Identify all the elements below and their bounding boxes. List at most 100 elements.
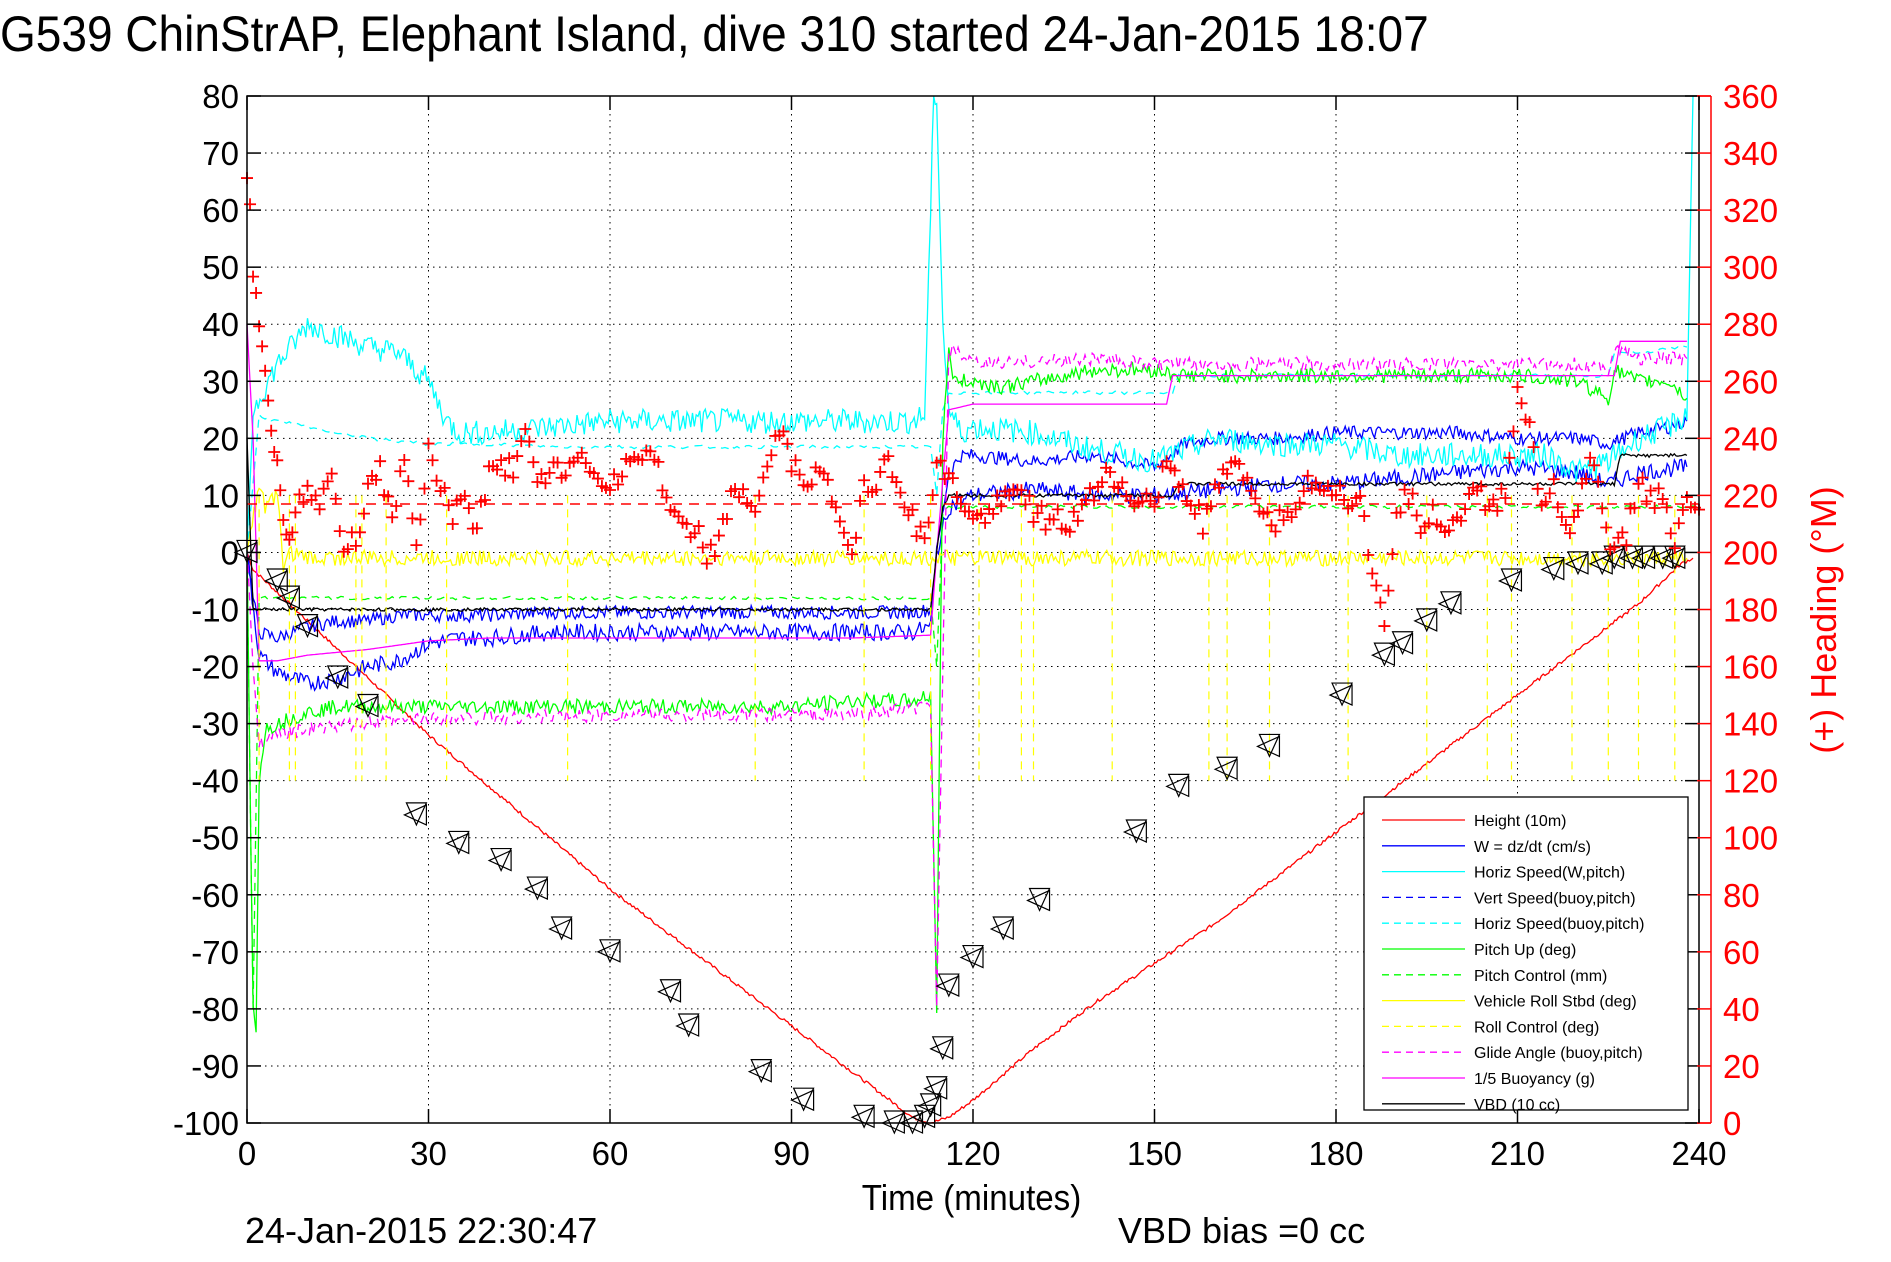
heading-point <box>1483 500 1496 513</box>
heading-point <box>527 456 540 469</box>
legend-label: Pitch Control (mm) <box>1474 968 1607 985</box>
depth-marker <box>1413 609 1438 632</box>
heading-point <box>1213 481 1226 494</box>
depth-marker <box>447 830 470 855</box>
legend-label: Pitch Up (deg) <box>1474 942 1576 959</box>
depth-marker <box>550 916 573 941</box>
heading-point <box>1152 491 1165 504</box>
heading-point <box>846 548 858 561</box>
left-y-ticks: -100-90-80-70-60-50-40-30-20-10010203040… <box>173 78 1699 1142</box>
x-ticks: 0 30 60 90 120 150 180 210 240 <box>238 96 1727 1172</box>
heading-point <box>1233 457 1246 470</box>
heading-point <box>362 477 374 490</box>
heading-point <box>1567 510 1580 523</box>
heading-point <box>906 503 919 516</box>
depth-marker <box>1621 545 1644 570</box>
y-tick-label: -60 <box>191 877 239 914</box>
heading-point <box>390 500 403 513</box>
heading-point <box>1088 494 1100 507</box>
depth-marker <box>931 1036 954 1061</box>
heading-point <box>688 527 701 540</box>
heading-point <box>604 484 616 497</box>
heading-point <box>894 486 907 499</box>
heading-point <box>1398 483 1411 496</box>
heading-point <box>1491 504 1504 517</box>
depth-marker <box>405 802 428 827</box>
right-y-tick-label: 200 <box>1723 534 1778 571</box>
heading-point <box>442 499 455 512</box>
heading-point <box>438 481 451 494</box>
heading-point <box>1402 498 1415 511</box>
heading-point <box>274 484 287 497</box>
heading-point <box>616 470 629 483</box>
right-y-tick-label: 160 <box>1723 649 1778 686</box>
y-tick-label: -80 <box>191 991 239 1028</box>
heading-point <box>950 491 963 504</box>
heading-point <box>829 501 842 514</box>
right-y-tick-label: 100 <box>1723 820 1778 857</box>
depth-marker <box>989 918 1014 940</box>
depth-marker <box>354 695 379 718</box>
heading-point <box>1265 519 1278 532</box>
heading-markers <box>241 172 1705 633</box>
heading-point <box>1580 472 1593 485</box>
heading-point <box>934 454 947 467</box>
depth-marker <box>487 849 512 872</box>
heading-point <box>987 507 1000 520</box>
heading-point <box>507 471 520 484</box>
depth-marker <box>402 803 427 826</box>
heading-point <box>1680 491 1693 504</box>
heading-point <box>854 494 867 507</box>
heading-point <box>1559 518 1572 531</box>
depth-marker <box>959 946 984 969</box>
heading-point <box>478 494 491 507</box>
depth-marker <box>548 918 573 940</box>
heading-point <box>1273 504 1286 517</box>
heading-point <box>1374 596 1387 609</box>
heading-point <box>1196 527 1209 540</box>
heading-point <box>1455 514 1468 527</box>
heading-point <box>789 454 802 467</box>
heading-point <box>1378 620 1391 633</box>
heading-point <box>1511 380 1524 393</box>
depth-marker <box>923 1077 948 1100</box>
heading-point <box>1261 506 1274 519</box>
right-y-tick-label: 360 <box>1723 78 1778 115</box>
heading-point <box>979 516 992 529</box>
heading-point <box>1555 511 1568 524</box>
depth-marker <box>1331 682 1353 707</box>
heading-point <box>1572 504 1584 517</box>
heading-point <box>253 320 266 333</box>
depth-marker <box>1500 568 1523 593</box>
heading-point <box>309 489 322 502</box>
heading-point <box>1531 482 1544 495</box>
series-glide-angle <box>246 341 1688 1007</box>
depth-marker <box>919 1093 942 1118</box>
depth-marker <box>659 979 682 1004</box>
heading-point <box>1600 521 1613 534</box>
heading-point <box>1035 499 1048 512</box>
heading-point <box>1338 493 1351 506</box>
right-y-tick-label: 340 <box>1723 135 1778 172</box>
heading-point <box>1592 475 1605 488</box>
y-tick-label: -40 <box>191 763 239 800</box>
right-y-axis-label: (+) Heading (°M) <box>1803 486 1844 753</box>
heading-point <box>247 270 260 283</box>
depth-marker <box>1256 735 1281 758</box>
depth-marker <box>675 1015 700 1037</box>
heading-point <box>1503 451 1516 464</box>
heading-point <box>280 528 293 541</box>
depth-marker <box>750 1059 773 1084</box>
heading-point <box>1442 524 1455 537</box>
heading-point <box>559 469 572 482</box>
series-vbd-10-cc <box>246 437 1688 613</box>
footer-timestamp: 24-Jan-2015 22:30:47 <box>245 1210 597 1251</box>
y-tick-label: 70 <box>202 135 239 172</box>
heading-point <box>357 507 370 520</box>
depth-marker <box>1542 556 1565 582</box>
depth-marker <box>1391 631 1414 656</box>
x-tick-label: 210 <box>1490 1135 1545 1172</box>
heading-point <box>523 435 536 448</box>
heading-point <box>1293 496 1306 509</box>
heading-point <box>870 483 883 496</box>
